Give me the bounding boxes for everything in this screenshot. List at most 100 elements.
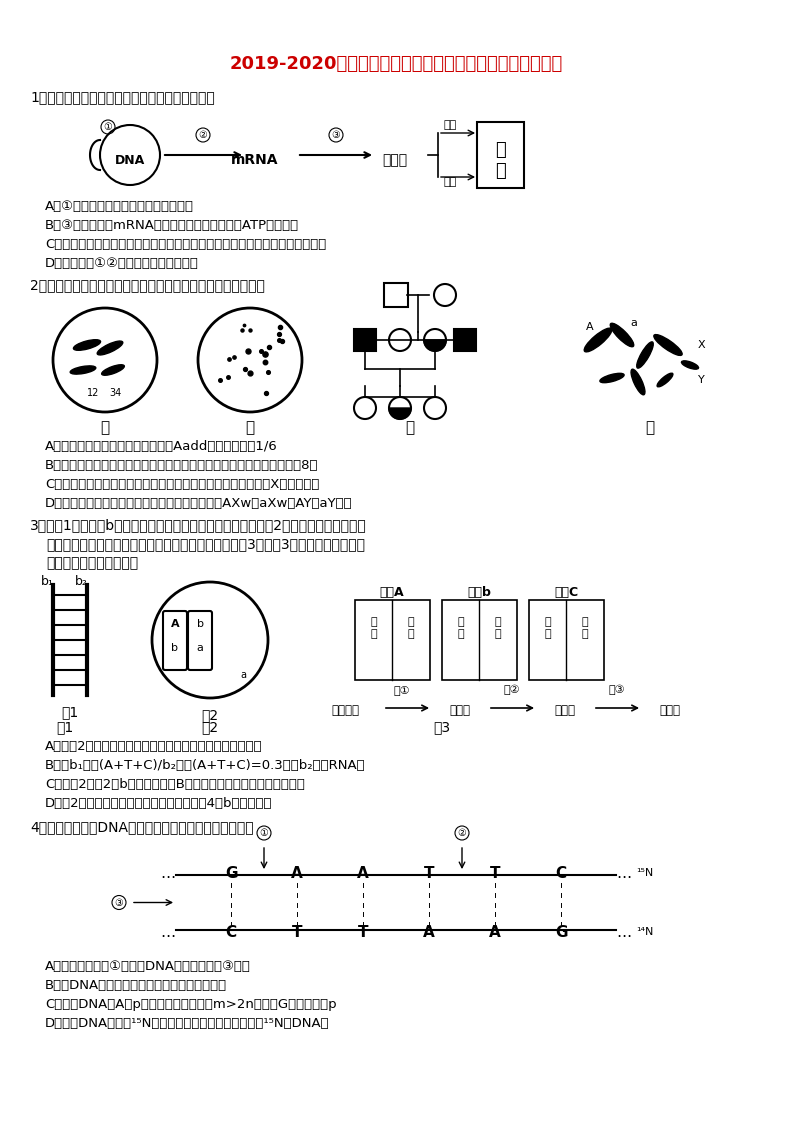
Text: C．若图2中的2个b基因都突变为B基因，则该生物体可以合成物质乙: C．若图2中的2个b基因都突变为B基因，则该生物体可以合成物质乙 [45,778,305,791]
Text: 列说法正确的是（　　）: 列说法正确的是（ ） [46,557,138,570]
Ellipse shape [98,341,123,355]
Text: B．乙图细胞一定是处于有丝分裂后期，该生物正常体细胞的染色体数为8条: B．乙图细胞一定是处于有丝分裂后期，该生物正常体细胞的染色体数为8条 [45,459,319,472]
Text: 图1: 图1 [61,705,79,719]
Text: ①: ① [259,828,268,838]
Text: A．甲图中生物自交后产生基因型为Aadd个体的概率为1/6: A．甲图中生物自交后产生基因型为Aadd个体的概率为1/6 [45,440,278,453]
Text: C: C [555,865,566,881]
Text: 甲: 甲 [101,420,109,435]
Ellipse shape [657,374,673,387]
Text: D．图2所示的生物体中肯定存在某细胞含有4个b基因的时期: D．图2所示的生物体中肯定存在某细胞含有4个b基因的时期 [45,797,273,810]
Text: b₁: b₁ [41,574,54,588]
FancyBboxPatch shape [354,329,376,351]
Ellipse shape [74,340,101,350]
Text: D．把该DNA放在含¹⁵N的培养液中复制两代，子代中含¹⁵N的DNA占: D．把该DNA放在含¹⁵N的培养液中复制两代，子代中含¹⁵N的DNA占 [45,1017,330,1030]
Text: C: C [225,925,236,939]
Text: 图3: 图3 [434,720,450,734]
Text: ②: ② [198,130,208,140]
Text: B．若b₁链的(A+T+C)/b₂链的(A+T+C)=0.3，则b₂链为RNA链: B．若b₁链的(A+T+C)/b₂链的(A+T+C)=0.3，则b₂链为RNA链 [45,758,366,772]
Text: 图2: 图2 [201,708,219,721]
Text: G: G [555,925,567,939]
Text: A: A [170,619,179,629]
Text: A: A [586,322,594,332]
Ellipse shape [584,328,611,352]
Text: C．若该DNA中A为p个，占全部碱基的（m>2n），则G的个数为－p: C．若该DNA中A为p个，占全部碱基的（m>2n），则G的个数为－p [45,997,336,1011]
Text: …: … [160,925,175,939]
Text: 丙: 丙 [405,420,415,435]
Text: b₂: b₂ [75,574,88,588]
Ellipse shape [102,365,125,375]
Text: A．由图2所示的基因型可以推知该生物肯定不能合成黑色素: A．由图2所示的基因型可以推知该生物肯定不能合成黑色素 [45,741,262,753]
Text: T: T [423,865,435,881]
Text: D．丁图表示某果蝇染色体组成，其配子基因型有AXw、aXw、AY、aY四种: D．丁图表示某果蝇染色体组成，其配子基因型有AXw、aXw、AY、aY四种 [45,497,353,511]
Text: …: … [616,925,631,939]
Text: A: A [291,865,303,881]
Text: T: T [292,925,302,939]
Text: 无色物质: 无色物质 [331,703,359,717]
Text: 图1: 图1 [56,720,74,734]
Text: C．丙图家系中男性患者明显多于女性患者，该病最有可能是伴X隐性遗传病: C．丙图家系中男性患者明显多于女性患者，该病最有可能是伴X隐性遗传病 [45,478,320,491]
Text: a: a [630,318,637,328]
Text: 基因C: 基因C [554,586,578,599]
Text: ¹⁵N: ¹⁵N [636,868,653,879]
Text: ③: ③ [115,898,124,908]
Text: DNA: DNA [115,154,145,166]
Text: 酶②: 酶② [504,684,520,696]
Text: a: a [240,670,246,680]
Wedge shape [424,340,446,351]
Text: 2019-2020年高一下学期期末水平调研测试生物试题含答案: 2019-2020年高一下学期期末水平调研测试生物试题含答案 [229,55,562,73]
Text: ③: ③ [331,130,340,140]
Text: 合
成: 合 成 [495,617,501,638]
Ellipse shape [600,374,624,383]
Text: ①: ① [104,122,113,132]
Text: b: b [171,643,178,653]
Text: 34: 34 [109,388,121,398]
Text: 直接: 直接 [443,120,456,130]
Text: 12: 12 [87,388,99,398]
Text: C．人的囊性纤维病体现了基因可通过控制蛋白质的结构直接控制生物体的性状: C．人的囊性纤维病体现了基因可通过控制蛋白质的结构直接控制生物体的性状 [45,238,326,251]
Text: A: A [423,925,435,939]
Text: A: A [357,865,369,881]
Text: A: A [489,925,501,939]
Text: ②: ② [458,828,466,838]
Text: ¹⁴N: ¹⁴N [636,927,653,937]
Text: 黑色素: 黑色素 [660,703,680,717]
Ellipse shape [71,366,96,374]
Text: b: b [197,619,204,629]
Text: 合
成: 合 成 [582,617,588,638]
Text: 性
状: 性 状 [495,141,505,180]
Text: 中基因和染色体的关系，该生物的黑色素产生需要如图3所示的3类基因参与控制。下: 中基因和染色体的关系，该生物的黑色素产生需要如图3所示的3类基因参与控制。下 [46,537,365,551]
Text: 丁: 丁 [646,420,654,435]
Text: 基因A: 基因A [380,586,404,599]
Text: 乙: 乙 [246,420,255,435]
Text: T: T [358,925,368,939]
Wedge shape [389,408,411,419]
Text: 酶①: 酶① [393,686,410,695]
Text: 酶③: 酶③ [609,684,626,696]
Text: A．限制酶作用于①部位，DNA连接酶作用于③部位: A．限制酶作用于①部位，DNA连接酶作用于③部位 [45,960,251,973]
Text: 蛋白质: 蛋白质 [382,153,408,167]
FancyBboxPatch shape [454,329,476,351]
Text: D．图中只有①②过程发生碱基互补配对: D．图中只有①②过程发生碱基互补配对 [45,257,199,270]
Text: 物质乙: 物质乙 [554,703,576,717]
Text: 合
成: 合 成 [408,617,415,638]
Text: G: G [224,865,237,881]
Text: a: a [197,643,204,653]
Text: T: T [490,865,500,881]
Text: …: … [160,865,175,881]
Text: mRNA: mRNA [232,153,279,167]
Text: 3．如图1是某生物b基因正常转录过程中的局部分子状态图，图2表示该生物体的体细胞: 3．如图1是某生物b基因正常转录过程中的局部分子状态图，图2表示该生物体的体细胞 [30,518,366,532]
Text: 控
制: 控 制 [458,617,464,638]
Text: 基因b: 基因b [467,586,491,599]
Text: 控
制: 控 制 [545,617,551,638]
Ellipse shape [631,369,645,395]
Text: 1．请据图分析，下列相关叙述正确的是（　　）: 1．请据图分析，下列相关叙述正确的是（ ） [30,90,215,104]
Text: …: … [616,865,631,881]
Text: 2．对下列各图所表示的生物学意义的描述，正确的是（　　）: 2．对下列各图所表示的生物学意义的描述，正确的是（ ） [30,278,265,292]
Ellipse shape [637,342,653,368]
Text: 图2: 图2 [201,720,219,734]
Text: 物质甲: 物质甲 [450,703,470,717]
Text: B．该DNA的特异性表现在碱基种类和的比例上: B．该DNA的特异性表现在碱基种类和的比例上 [45,980,227,992]
Ellipse shape [654,334,682,356]
Text: 控
制: 控 制 [370,617,377,638]
Ellipse shape [611,323,634,347]
